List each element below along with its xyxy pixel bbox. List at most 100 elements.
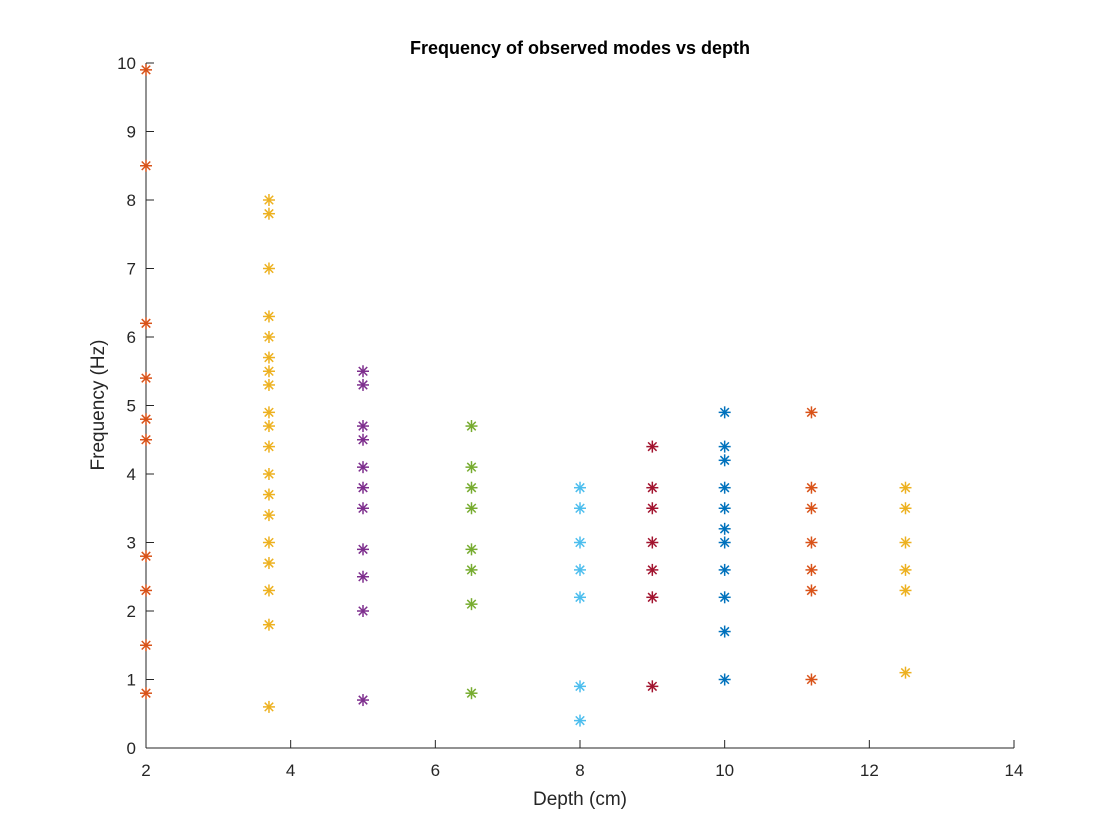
- y-tick-label: 2: [127, 602, 136, 621]
- data-point: [140, 317, 152, 330]
- data-point: [357, 461, 369, 474]
- y-axis-label: Frequency (Hz): [88, 340, 109, 471]
- x-tick-label: 12: [860, 761, 879, 780]
- x-tick-label: 6: [431, 761, 440, 780]
- data-point: [465, 563, 478, 576]
- data-point: [465, 420, 478, 433]
- data-point: [357, 605, 369, 617]
- data-point: [805, 536, 818, 549]
- data-point: [646, 502, 659, 515]
- data-point: [262, 378, 275, 391]
- data-point: [646, 563, 659, 576]
- data-point: [262, 310, 275, 323]
- data-point: [262, 618, 275, 631]
- x-tick-label: 4: [286, 761, 295, 780]
- data-point: [262, 406, 275, 419]
- data-point: [357, 570, 369, 583]
- x-tick-label: 10: [715, 761, 734, 780]
- data-point: [646, 440, 659, 453]
- data-point: [357, 378, 369, 391]
- y-tick-label: 5: [127, 397, 136, 416]
- x-axis-label: Depth (cm): [533, 789, 627, 810]
- data-point: [140, 639, 152, 652]
- data-point: [465, 687, 478, 700]
- data-point: [899, 563, 912, 576]
- data-point: [465, 598, 478, 611]
- x-tick-label: 2: [141, 761, 150, 780]
- data-point: [357, 543, 369, 556]
- data-point: [718, 502, 731, 515]
- data-point: [899, 502, 912, 515]
- data-point: [805, 563, 818, 576]
- data-point: [140, 584, 152, 597]
- y-tick-label: 3: [127, 534, 136, 553]
- data-point: [899, 481, 912, 494]
- x-tick-label: 14: [1005, 761, 1024, 780]
- data-point: [574, 502, 586, 515]
- data-point: [646, 481, 659, 494]
- data-point: [718, 536, 731, 549]
- x-ticks: 2 4 6 8 10 12 14: [141, 740, 1023, 780]
- y-tick-label: 1: [127, 671, 136, 690]
- data-point: [574, 536, 586, 549]
- data-point: [140, 63, 152, 76]
- data-point: [899, 536, 912, 549]
- data-point: [574, 714, 586, 727]
- data-point: [805, 673, 818, 686]
- data-point: [262, 488, 275, 501]
- data-point: [262, 365, 275, 378]
- data-point: [646, 591, 659, 604]
- data-point: [574, 563, 586, 576]
- y-tick-label: 0: [127, 739, 136, 758]
- data-point: [646, 680, 659, 693]
- data-point: [262, 351, 275, 364]
- data-point: [718, 440, 731, 453]
- data-point: [357, 481, 369, 494]
- data-point: [357, 433, 369, 446]
- data-point: [262, 536, 275, 549]
- x-tick-label: 8: [575, 761, 584, 780]
- data-point: [899, 666, 912, 679]
- data-points: [140, 63, 912, 727]
- y-tick-label: 7: [127, 260, 136, 279]
- data-point: [140, 413, 152, 426]
- data-point: [262, 700, 275, 713]
- data-point: [262, 331, 275, 343]
- y-tick-label: 9: [127, 123, 136, 142]
- data-point: [718, 522, 731, 535]
- data-point: [140, 433, 152, 446]
- data-point: [357, 365, 369, 378]
- data-point: [357, 420, 369, 433]
- data-point: [262, 440, 275, 453]
- data-point: [465, 481, 478, 494]
- y-tick-label: 10: [117, 54, 136, 73]
- data-point: [574, 680, 586, 693]
- data-point: [262, 262, 275, 275]
- data-point: [646, 536, 659, 549]
- data-point: [805, 481, 818, 494]
- y-tick-label: 4: [127, 465, 136, 484]
- data-point: [718, 481, 731, 494]
- data-point: [718, 625, 731, 638]
- y-ticks: 0 1 2 3 4 5 6 7 8 9 10: [117, 54, 154, 758]
- data-point: [718, 454, 731, 467]
- data-point: [262, 207, 275, 220]
- data-point: [574, 591, 586, 604]
- data-point: [718, 673, 731, 686]
- chart-title: Frequency of observed modes vs depth: [410, 38, 750, 58]
- axes: [145, 63, 1014, 749]
- y-tick-label: 6: [127, 328, 136, 347]
- data-point: [718, 591, 731, 604]
- data-point: [465, 502, 478, 515]
- data-point: [262, 584, 275, 597]
- data-point: [357, 502, 369, 515]
- data-point: [262, 420, 275, 433]
- data-point: [718, 563, 731, 576]
- data-point: [262, 468, 275, 480]
- y-tick-label: 8: [127, 191, 136, 210]
- data-point: [574, 481, 586, 494]
- data-point: [262, 194, 275, 206]
- data-point: [262, 557, 275, 570]
- data-point: [899, 584, 912, 597]
